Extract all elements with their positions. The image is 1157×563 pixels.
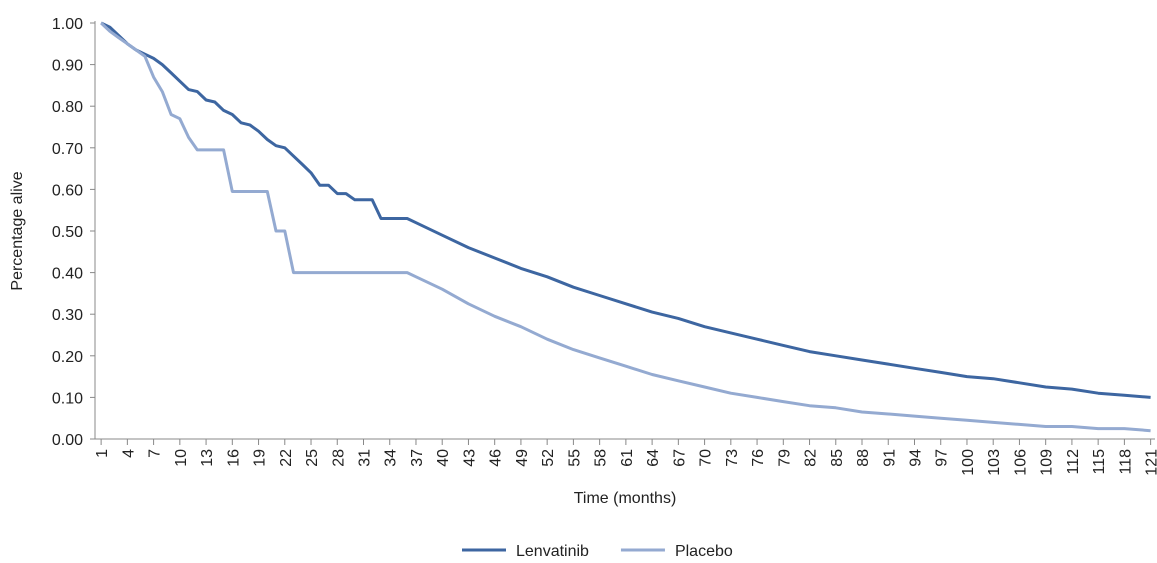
x-tick-label: 13 [199,449,216,467]
x-tick-label: 97 [934,449,951,467]
x-tick-label: 43 [461,449,478,467]
x-tick-label: 58 [593,449,610,467]
y-tick-label: 1.00 [52,16,83,33]
line [100,21,1151,399]
y-axis-title: Percentage alive [9,171,26,290]
x-tick-label: 109 [1039,449,1056,476]
y-tick-label: 0.30 [52,307,83,324]
y-tick-label: 0.90 [52,58,83,75]
x-tick-label: 16 [225,449,242,467]
x-tick-label: 46 [488,449,505,467]
y-tick-label: 0.40 [52,266,83,283]
y-tick-label: 0.20 [52,349,83,366]
x-tick-label: 34 [383,449,400,467]
x-tick-label: 37 [409,449,426,467]
x-tick-label: 10 [173,449,190,467]
x-tick-label: 1 [94,449,111,458]
x-tick-label: 121 [1144,449,1157,476]
x-tick-label: 76 [750,449,767,467]
x-tick-label: 82 [803,449,820,467]
x-tick-label: 91 [881,449,898,467]
x-tick-label: 64 [645,449,662,467]
x-tick-label: 118 [1117,449,1134,475]
x-tick-label: 28 [330,449,347,467]
x-tick-label: 7 [147,449,164,458]
x-tick-label: 79 [776,449,793,467]
x-tick-label: 61 [619,449,636,467]
x-axis-title: Time (months) [574,490,677,507]
x-tick-label: 55 [566,449,583,467]
y-tick-label: 0.10 [52,390,83,407]
x-tick-label: 94 [907,449,924,467]
x-tick-label: 4 [120,449,137,458]
x-tick-label: 40 [435,449,452,467]
x-tick-label: 22 [278,449,295,467]
x-tick-label: 25 [304,449,321,467]
x-tick-label: 88 [855,449,872,467]
y-tick-label: 0.50 [52,224,83,241]
x-tick-label: 49 [514,449,531,467]
x-tick-label: 103 [986,449,1003,476]
x-tick-label: 85 [829,449,846,467]
x-tick-label: 115 [1091,449,1108,475]
x-tick-label: 70 [698,449,715,467]
x-tick-label: 73 [724,449,741,467]
x-tick-label: 106 [1012,449,1029,476]
x-tick-label: 112 [1065,449,1082,475]
x-tick-label: 31 [356,449,373,467]
x-tick-label: 67 [671,449,688,467]
x-tick-label: 100 [960,449,977,476]
y-tick-label: 0.80 [52,99,83,116]
y-tick-label: 0.00 [52,432,83,449]
x-tick-label: 52 [540,449,557,467]
legend-label: Lenvatinib [516,543,589,560]
legend-label: Placebo [675,543,733,560]
x-tick-label: 19 [252,449,269,467]
y-tick-label: 0.60 [52,182,83,199]
line [100,21,1151,433]
y-tick-label: 0.70 [52,141,83,158]
